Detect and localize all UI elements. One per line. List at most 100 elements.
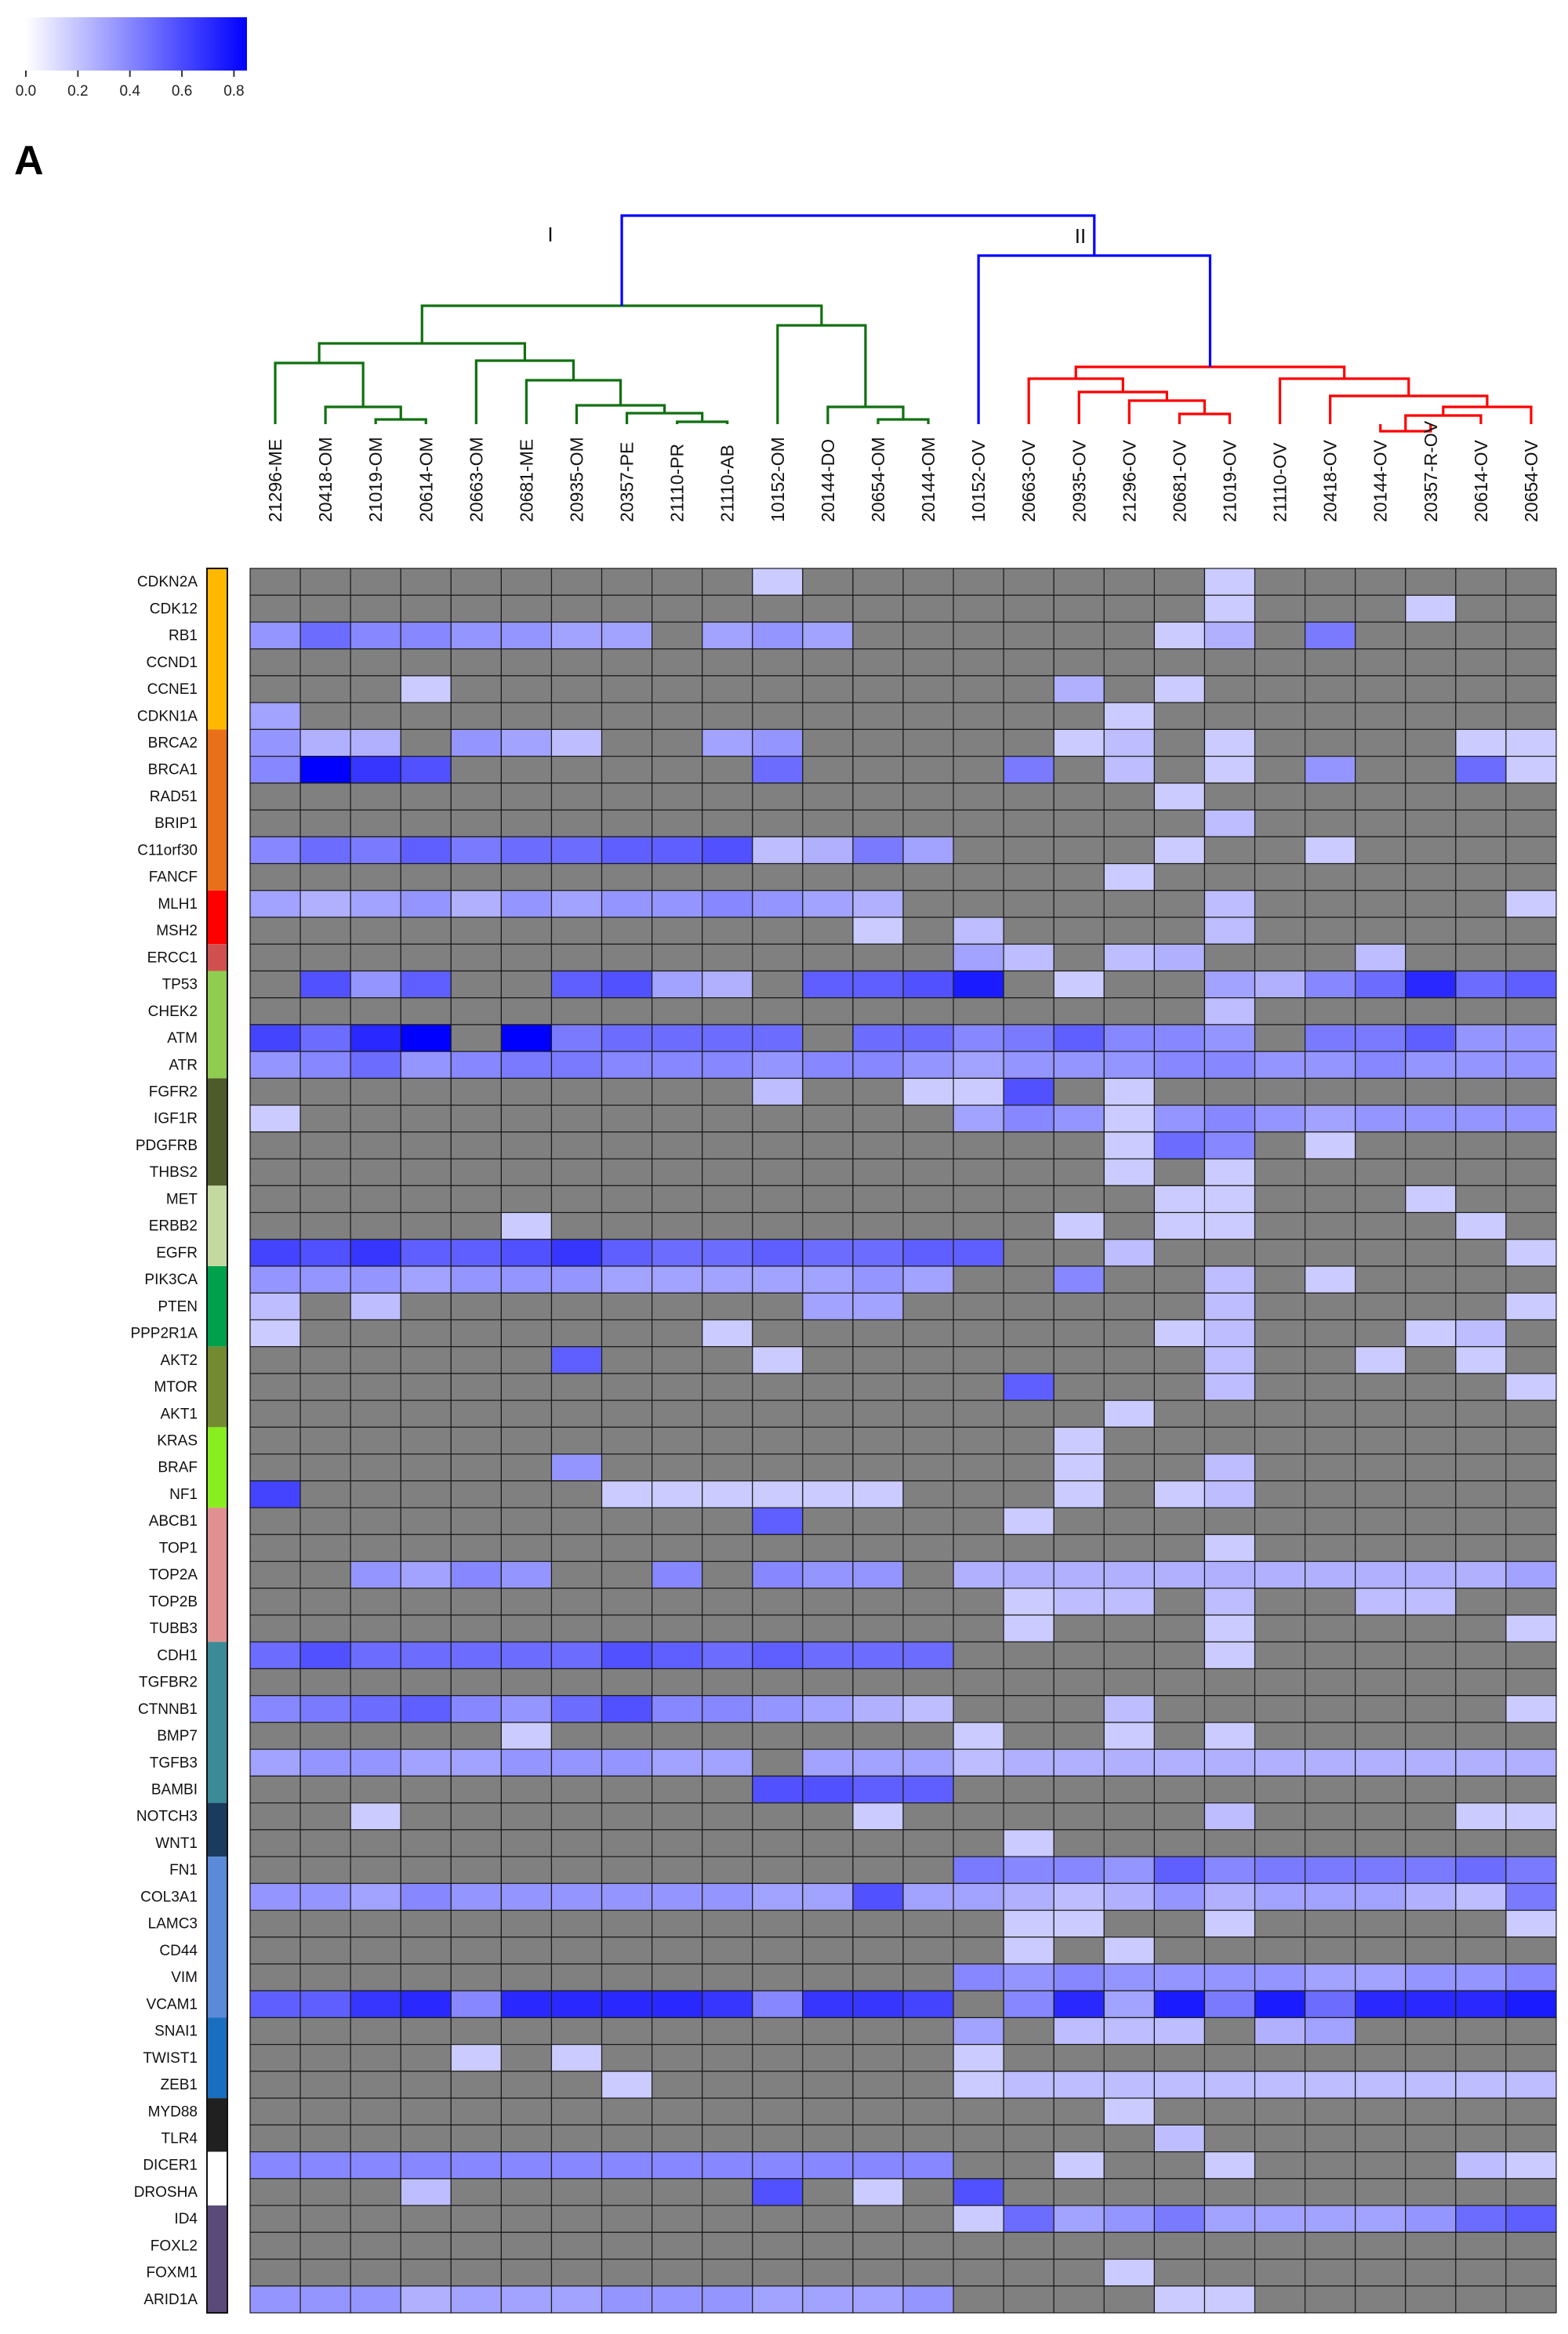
- heatmap-cell: [350, 890, 401, 918]
- heatmap-cell: [1053, 997, 1105, 1025]
- heatmap-cell: [1505, 594, 1557, 623]
- heatmap-cell: [400, 1990, 452, 2019]
- heatmap-cell: [953, 1802, 1004, 1831]
- colorbar-tick-label: 0.4: [119, 83, 140, 100]
- heatmap-cell: [249, 2124, 301, 2153]
- heatmap-cell: [1405, 568, 1457, 596]
- heatmap-cell: [652, 1077, 703, 1106]
- heatmap-cell: [450, 2124, 502, 2153]
- heatmap-cell: [852, 1614, 904, 1643]
- heatmap-cell: [953, 1292, 1004, 1321]
- heatmap-cell: [299, 2097, 351, 2125]
- heatmap-cell: [852, 675, 904, 703]
- heatmap-cell: [1405, 1748, 1457, 1777]
- heatmap-cell: [1455, 1480, 1507, 1508]
- heatmap-cell: [1203, 1239, 1256, 1267]
- row-label: BRIP1: [154, 815, 198, 832]
- heatmap-cell: [702, 1909, 753, 1938]
- heatmap-cell: [350, 1373, 401, 1401]
- heatmap-cell: [450, 1641, 502, 1670]
- heatmap-cell: [1405, 1963, 1457, 1991]
- heatmap-cell: [1455, 782, 1507, 811]
- heatmap-cell: [1254, 1775, 1306, 1804]
- heatmap-cell: [1455, 917, 1507, 945]
- heatmap-cell: [702, 1051, 753, 1079]
- heatmap-cell: [601, 2151, 653, 2180]
- heatmap-cell: [702, 702, 753, 730]
- heatmap-cell: [1305, 1131, 1356, 1160]
- column-label: 21019-OV: [1220, 439, 1240, 522]
- heatmap-cell: [400, 1426, 452, 1455]
- heatmap-cell: [1355, 648, 1406, 677]
- heatmap-cell: [350, 1534, 401, 1563]
- heatmap-cell: [702, 1292, 753, 1321]
- heatmap-cell: [1505, 1534, 1557, 1563]
- heatmap-cell: [1203, 1882, 1256, 1911]
- heatmap-cell: [1455, 2285, 1507, 2314]
- heatmap-cell: [1305, 2178, 1356, 2206]
- heatmap-cell: [350, 1829, 401, 1857]
- heatmap-cell: [249, 1588, 301, 1616]
- heatmap-cell: [601, 890, 653, 918]
- heatmap-cell: [1203, 2151, 1256, 2180]
- heatmap-cell: [1305, 594, 1356, 623]
- heatmap-cell: [1053, 917, 1105, 945]
- heatmap-cell: [299, 728, 351, 757]
- heatmap-cell: [1003, 943, 1054, 972]
- heatmap-cell: [350, 1454, 401, 1482]
- heatmap-cell: [1505, 1829, 1557, 1857]
- heatmap-cell: [1103, 675, 1155, 703]
- heatmap-cell: [652, 1051, 703, 1079]
- heatmap-cell: [500, 890, 553, 918]
- heatmap-cell: [601, 1051, 653, 1079]
- heatmap-cell: [1153, 1990, 1206, 2019]
- heatmap-cell: [601, 2124, 653, 2153]
- heatmap-cell: [1153, 1265, 1206, 1294]
- heatmap-cell: [953, 1882, 1004, 1911]
- heatmap-cell: [1355, 756, 1406, 784]
- heatmap-cell: [1305, 1265, 1356, 1294]
- heatmap-cell: [1455, 1990, 1507, 2019]
- heatmap-cell: [1003, 756, 1054, 784]
- heatmap-cell: [550, 1560, 603, 1589]
- heatmap-cell: [550, 1480, 603, 1508]
- heatmap-cell: [953, 1319, 1004, 1348]
- heatmap-cell: [1505, 1319, 1557, 1348]
- heatmap-cell: [1405, 1131, 1457, 1160]
- heatmap-cell: [852, 1641, 904, 1670]
- heatmap-cell: [400, 890, 452, 918]
- heatmap-cell: [1505, 2044, 1557, 2072]
- heatmap-cell: [702, 594, 753, 623]
- heatmap-cell: [852, 2151, 904, 2180]
- heatmap-cell: [802, 1105, 854, 1133]
- heatmap-cell: [953, 2178, 1004, 2206]
- heatmap-cell: [1254, 1963, 1306, 1991]
- heatmap-cell: [752, 2285, 804, 2314]
- heatmap-cell: [1505, 1882, 1557, 1911]
- heatmap-cell: [400, 862, 452, 891]
- heatmap-cell: [550, 1346, 603, 1374]
- heatmap-cell: [400, 756, 452, 784]
- heatmap-cell: [1003, 836, 1054, 865]
- heatmap-cell: [1305, 970, 1356, 999]
- heatmap-cell: [802, 1775, 854, 1804]
- heatmap-cell: [852, 2097, 904, 2125]
- heatmap-cell: [1203, 1641, 1256, 1670]
- heatmap-cell: [802, 1641, 854, 1670]
- heatmap-cell: [550, 621, 603, 650]
- heatmap-cell: [752, 728, 804, 757]
- heatmap-cell: [400, 2178, 452, 2206]
- heatmap-cell: [1254, 1346, 1306, 1374]
- heatmap-cell: [1455, 1534, 1507, 1563]
- heatmap-cell: [1505, 1507, 1557, 1535]
- heatmap-cell: [702, 1426, 753, 1455]
- heatmap-cell: [1153, 2016, 1206, 2045]
- heatmap-cell: [1305, 568, 1356, 596]
- heatmap-cell: [1254, 1319, 1306, 1348]
- heatmap-cell: [1103, 2097, 1155, 2125]
- heatmap-cell: [752, 1292, 804, 1321]
- heatmap-cell: [1254, 2097, 1306, 2125]
- column-label: 20681-OV: [1169, 439, 1189, 522]
- heatmap-cell: [350, 1399, 401, 1428]
- heatmap-cell: [500, 1131, 553, 1160]
